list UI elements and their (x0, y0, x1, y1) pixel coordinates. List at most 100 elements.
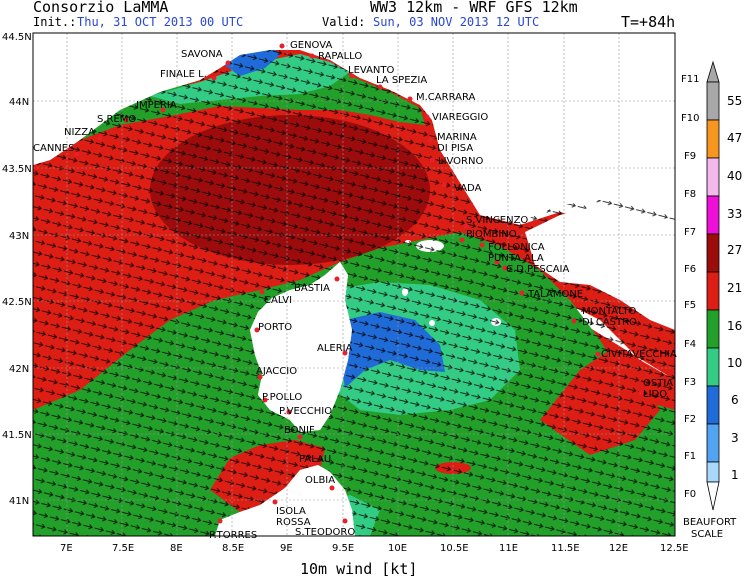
place-label: IMPERIA (136, 100, 177, 111)
knots-label: 3 (731, 431, 739, 445)
map-title: 10m wind [kt] (300, 560, 418, 578)
place-label: FOLLONICA (488, 242, 545, 253)
lat-label: 43N (9, 231, 29, 242)
knots-label: 1 (731, 468, 739, 482)
place-label: NIZZA (64, 127, 95, 138)
place-label: SAVONA (181, 49, 223, 60)
place-label: BASTIA (294, 283, 330, 294)
legend-subtitle: SCALE (691, 529, 723, 540)
land-mask-sardinia (215, 465, 355, 536)
beaufort-label: F0 (684, 489, 696, 500)
lon-label: 12E (609, 543, 628, 554)
beaufort-label: F9 (684, 151, 696, 162)
lon-label: 7E (60, 543, 73, 554)
place-label: LIVORNO (438, 156, 483, 167)
place-label: ISOLA (276, 506, 306, 517)
place-label: C.D.PESCAIA (506, 264, 570, 275)
place-label: DI CASTRO (582, 317, 637, 328)
place-label: S.REMO (97, 114, 136, 125)
place-label: CANNES (33, 143, 74, 154)
place-label: MONTALTO (582, 306, 636, 317)
beaufort-label: F8 (684, 189, 696, 200)
place-label: P.TORRES (209, 530, 257, 541)
place-label: PUNTA ALA (488, 253, 544, 264)
lon-label: 11E (499, 543, 518, 554)
beaufort-label: F2 (684, 414, 696, 425)
place-label: P.VECCHIO (279, 406, 332, 417)
place-label: BONIF. (284, 425, 316, 436)
valid-value: Sun, 03 NOV 2013 12 UTC (373, 15, 540, 29)
place-label: M.CARRARA (416, 92, 476, 103)
beaufort-label: F5 (684, 300, 696, 311)
legend-swatch-bottom (706, 481, 720, 511)
model-title: WW3 12km - WRF GFS 12km (370, 0, 578, 16)
place-label: FINALE L. (160, 69, 207, 80)
lat-label: 44N (9, 97, 29, 108)
knots-label: 33 (727, 207, 742, 221)
place-label: OLBIA (305, 475, 335, 486)
lat-label: 44.5N (2, 32, 32, 43)
lat-label: 41.5N (2, 430, 32, 441)
lat-label: 41N (9, 496, 29, 507)
legend-title: BEAUFORT (683, 517, 737, 528)
lon-label: 7.5E (112, 543, 134, 554)
lat-axis: 44.5N 44N 43.5N 43N 42.5N 42N 41.5N 41N (2, 32, 32, 507)
place-label: ROSSA (276, 517, 311, 528)
lon-label: 10E (388, 543, 407, 554)
place-label: VIAREGGIO (432, 112, 488, 123)
place-label: GENOVA (290, 40, 332, 51)
knots-label: 21 (727, 281, 742, 295)
place-label: P.POLLO (262, 392, 302, 403)
lon-label: 10.5E (440, 543, 469, 554)
place-labels: GENOVA SAVONA RAPALLO FINALE L. LEVANTO … (33, 40, 677, 541)
init-label: Init.: (33, 15, 77, 29)
org-title: Consorzio LaMMA (33, 0, 169, 16)
lat-label: 42.5N (2, 297, 32, 308)
map-frame (32, 32, 676, 537)
beaufort-label: F4 (684, 339, 696, 350)
knots-label: 27 (727, 243, 742, 257)
place-label: VADA (454, 183, 482, 194)
knots-label: 55 (727, 94, 742, 108)
map-area (33, 33, 675, 536)
beaufort-label: F1 (684, 451, 696, 462)
lead-time: T=+84h (621, 13, 676, 31)
lat-label: 43.5N (2, 164, 32, 175)
place-label: LIDO (643, 389, 667, 400)
place-label: CIVITAVECCHIA (601, 349, 677, 360)
place-label: RAPALLO (318, 51, 362, 62)
place-label: TALAMONE (527, 289, 583, 300)
beaufort-label: F3 (684, 377, 696, 388)
beaufort-label: F7 (684, 227, 696, 238)
graticule (33, 33, 675, 536)
valid-label: Valid: (322, 15, 366, 29)
land-mask-corsica (250, 262, 352, 432)
place-label: LEVANTO (348, 65, 395, 76)
lat-label: 42N (9, 364, 29, 375)
lon-label: 9.5E (332, 543, 354, 554)
lon-label: 8E (170, 543, 183, 554)
place-label: MARINA (437, 132, 477, 143)
beaufort-label: F6 (684, 264, 696, 275)
place-label: ALERIA (317, 343, 353, 354)
beaufort-label: F10 (681, 113, 699, 124)
place-label: PIOMBINO (466, 229, 517, 240)
place-label: LA SPEZIA (376, 75, 427, 86)
lon-label: 12.5E (660, 543, 689, 554)
lon-label: 11.5E (551, 543, 580, 554)
knots-label: 6 (731, 393, 739, 407)
beaufort-legend: F11 F10 F9 F8 F7 F6 F5 F4 F3 F2 F1 F0 55… (681, 60, 742, 540)
lon-label: 8.5E (222, 543, 244, 554)
place-label: AJACCIO (256, 366, 297, 377)
knots-label: 40 (727, 169, 742, 183)
place-label: S.VINCENZO (466, 215, 528, 226)
lon-axis: 7E 7.5E 8E 8.5E 9E 9.5E 10E 10.5E 11E 11… (60, 543, 689, 554)
land-mask-north (33, 33, 675, 222)
init-value: Thu, 31 OCT 2013 00 UTC (77, 15, 244, 29)
legend-swatch-top (706, 60, 720, 83)
knots-label: 47 (727, 131, 742, 145)
place-label: PORTO (258, 322, 292, 333)
place-label: PALAU (299, 454, 331, 465)
lon-label: 9E (280, 543, 293, 554)
